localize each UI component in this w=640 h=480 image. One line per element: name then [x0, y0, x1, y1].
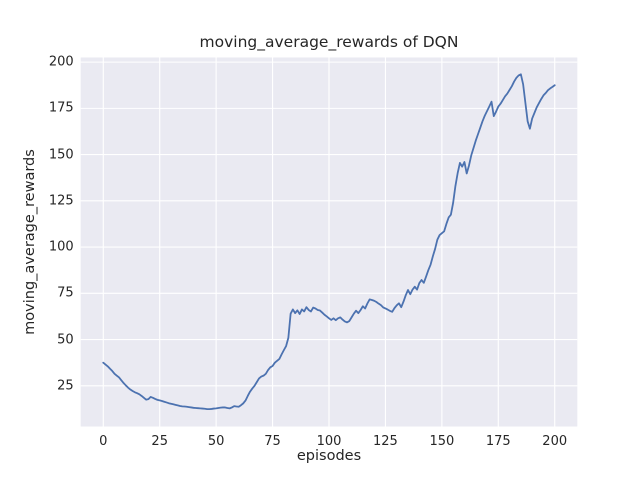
- data-line: [102, 73, 556, 411]
- y-axis-label: moving_average_rewards: [22, 149, 38, 335]
- y-tick-label: 100: [48, 239, 74, 255]
- x-tick-label: 0: [99, 433, 108, 449]
- x-tick-label: 200: [542, 433, 568, 449]
- y-tick-label: 75: [57, 285, 74, 301]
- x-tick-label: 150: [429, 433, 455, 449]
- x-tick-label: 25: [151, 433, 168, 449]
- y-tick-label: 200: [48, 54, 74, 70]
- x-tick-label: 75: [264, 433, 281, 449]
- y-tick-label: 150: [48, 147, 74, 163]
- y-tick-label: 25: [57, 378, 74, 394]
- y-tick-label: 175: [48, 100, 74, 116]
- x-tick-label: 50: [207, 433, 225, 449]
- y-tick-label: 50: [57, 332, 74, 348]
- x-tick-label: 175: [485, 433, 511, 449]
- x-axis-label: episodes: [296, 448, 362, 464]
- x-tick-label: 100: [316, 433, 342, 449]
- y-tick-label: 125: [48, 193, 74, 209]
- chart-title: moving_average_rewards of DQN: [199, 33, 459, 51]
- x-tick-label: 125: [373, 433, 398, 449]
